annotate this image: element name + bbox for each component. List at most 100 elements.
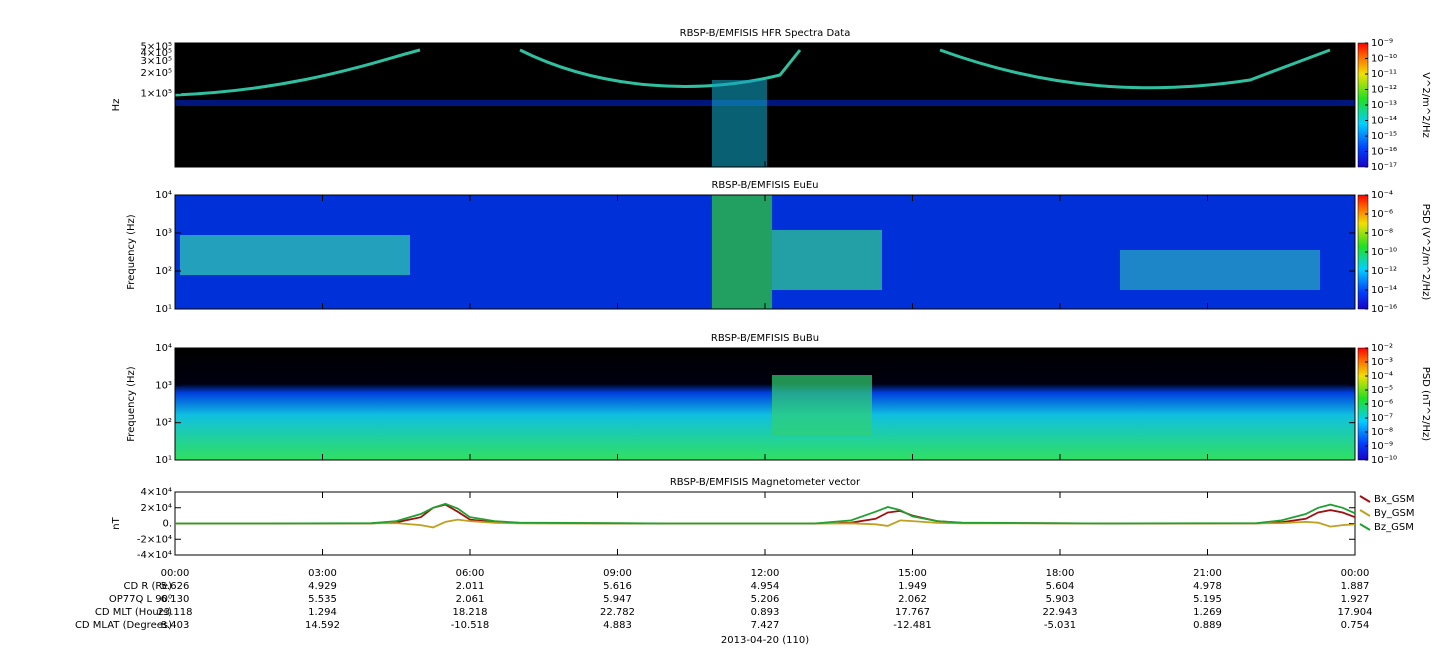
y-tick-label: 10¹ <box>155 455 172 466</box>
x-tick-label: 12:00 <box>751 568 780 579</box>
colorbar-tick-label: 10⁻¹⁰ <box>1371 54 1397 65</box>
ephemeris-value: 5.626 <box>161 581 190 592</box>
legend-swatch <box>1359 495 1371 503</box>
colorbar-tick-label: 10⁻¹⁶ <box>1371 304 1397 315</box>
legend-swatch <box>1359 523 1371 531</box>
panel-frame <box>174 194 1356 310</box>
colorbar-tick-label: 10⁻⁸ <box>1371 427 1393 438</box>
panel-title: RBSP-B/EMFISIS Magnetometer vector <box>670 477 861 488</box>
ephemeris-value: 4.929 <box>308 581 337 592</box>
panel-title: RBSP-B/EMFISIS EuEu <box>711 180 818 191</box>
colorbar-label: V^2/m^2/Hz <box>1420 72 1431 138</box>
colorbar-tick-label: 10⁻¹¹ <box>1371 69 1397 80</box>
ephemeris-value: 22.782 <box>600 607 635 618</box>
y-axis-label: Hz <box>111 99 122 112</box>
colorbar-label: PSD (V^2/m^2/Hz) <box>1420 204 1431 301</box>
colorbar-tick-label: 10⁻¹⁴ <box>1371 116 1397 127</box>
y-tick-label: 4×10⁵ <box>141 48 172 59</box>
ephemeris-value: 1.949 <box>898 581 927 592</box>
legend-swatch <box>1359 509 1371 517</box>
ephemeris-value: 4.954 <box>751 581 780 592</box>
y-tick-label: 3×10⁵ <box>141 56 172 67</box>
y-tick-label: 10³ <box>155 228 172 239</box>
ephemeris-value: 0.754 <box>1341 620 1370 631</box>
colorbar-tick-label: 10⁻⁴ <box>1371 190 1393 201</box>
colorbar-tick-label: 10⁻⁶ <box>1371 399 1393 410</box>
y-tick-label: 4×10⁴ <box>141 487 172 498</box>
colorbar-tick-label: 10⁻⁵ <box>1371 385 1393 396</box>
ephemeris-value: 17.767 <box>895 607 930 618</box>
x-tick-label: 15:00 <box>898 568 927 579</box>
colorbar-tick-label: 10⁻⁴ <box>1371 371 1393 382</box>
ephemeris-value: 2.062 <box>898 594 927 605</box>
ephemeris-value: 4.883 <box>603 620 632 631</box>
ephemeris-value: 7.427 <box>751 620 780 631</box>
y-tick-label: 2×10⁴ <box>141 503 172 514</box>
colorbar-tick-label: 10⁻¹³ <box>1371 100 1397 111</box>
ephemeris-value: 5.206 <box>751 594 780 605</box>
ephemeris-value: 5.903 <box>1046 594 1075 605</box>
colorbar-tick-label: 10⁻¹⁰ <box>1371 455 1397 466</box>
colorbar-tick-label: 10⁻¹² <box>1371 85 1397 96</box>
ephemeris-value: 5.604 <box>1046 581 1075 592</box>
colorbar-tick-label: 10⁻¹⁵ <box>1371 131 1397 142</box>
x-tick-label: 00:00 <box>1341 568 1370 579</box>
x-axis-label: 2013-04-20 (110) <box>721 635 809 646</box>
ephemeris-value: 17.904 <box>1338 607 1373 618</box>
y-axis-label: nT <box>111 516 122 529</box>
panel-title: RBSP-B/EMFISIS HFR Spectra Data <box>680 28 851 39</box>
ephemeris-value: 14.592 <box>305 620 340 631</box>
x-tick-label: 03:00 <box>308 568 337 579</box>
colorbar-tick-label: 10⁻¹⁷ <box>1371 162 1397 173</box>
ephemeris-value: 5.195 <box>1193 594 1222 605</box>
ephemeris-value: 5.535 <box>308 594 337 605</box>
x-tick-label: 06:00 <box>456 568 485 579</box>
ephemeris-value: 1.887 <box>1341 581 1370 592</box>
x-tick-label: 18:00 <box>1046 568 1075 579</box>
y-tick-label: 1×10⁵ <box>141 88 172 99</box>
colorbar-tick-label: 10⁻¹⁶ <box>1371 147 1397 158</box>
colorbar-tick-label: 10⁻⁸ <box>1371 228 1393 239</box>
ephemeris-label: CD R (Re) <box>124 581 173 592</box>
ephemeris-value: 5.947 <box>603 594 632 605</box>
colorbar-tick-label: 10⁻⁷ <box>1371 413 1393 424</box>
colorbar-tick-label: 10⁻¹² <box>1371 266 1397 277</box>
ephemeris-value: 18.218 <box>453 607 488 618</box>
ephemeris-value: 4.978 <box>1193 581 1222 592</box>
ephemeris-value: 1.294 <box>308 607 337 618</box>
ephemeris-value: 1.269 <box>1193 607 1222 618</box>
ephemeris-value: -10.518 <box>451 620 490 631</box>
y-tick-label: 5×10⁵ <box>141 41 172 52</box>
ephemeris-label: OP77Q L 90⁰ <box>109 594 172 605</box>
y-tick-label: 10⁴ <box>155 343 172 354</box>
y-tick-label: 10⁴ <box>155 190 172 201</box>
y-tick-label: -4×10⁴ <box>137 550 172 561</box>
x-tick-label: 21:00 <box>1193 568 1222 579</box>
legend-label: Bz_GSM <box>1374 522 1414 533</box>
ephemeris-value: 22.943 <box>1043 607 1078 618</box>
ephemeris-value: 2.011 <box>456 581 485 592</box>
colorbar-tick-label: 10⁻¹⁰ <box>1371 247 1397 258</box>
ephemeris-value: 8.403 <box>161 620 190 631</box>
series-line <box>175 503 1356 525</box>
series-line <box>175 518 1356 529</box>
panel-frame <box>174 42 1356 168</box>
ephemeris-value: 0.893 <box>751 607 780 618</box>
ephemeris-label: CD MLT (Hours) <box>95 607 172 618</box>
ephemeris-value: -5.031 <box>1044 620 1076 631</box>
colorbar-tick-label: 10⁻³ <box>1371 357 1393 368</box>
colorbar-tick-label: 10⁻¹⁴ <box>1371 285 1397 296</box>
ephemeris-value: -12.481 <box>893 620 932 631</box>
colorbar-tick-label: 10⁻⁹ <box>1371 441 1393 452</box>
colorbar-tick-label: 10⁻⁹ <box>1371 38 1393 49</box>
ephemeris-value: 2.061 <box>456 594 485 605</box>
ephemeris-value: 1.927 <box>1341 594 1370 605</box>
panel-frame <box>174 347 1356 461</box>
ephemeris-value: 0.889 <box>1193 620 1222 631</box>
y-tick-label: 0. <box>162 519 172 530</box>
series-line <box>175 502 1356 525</box>
y-tick-label: 10³ <box>155 380 172 391</box>
legend-label: Bx_GSM <box>1374 494 1415 505</box>
panel-title: RBSP-B/EMFISIS BuBu <box>711 333 819 344</box>
